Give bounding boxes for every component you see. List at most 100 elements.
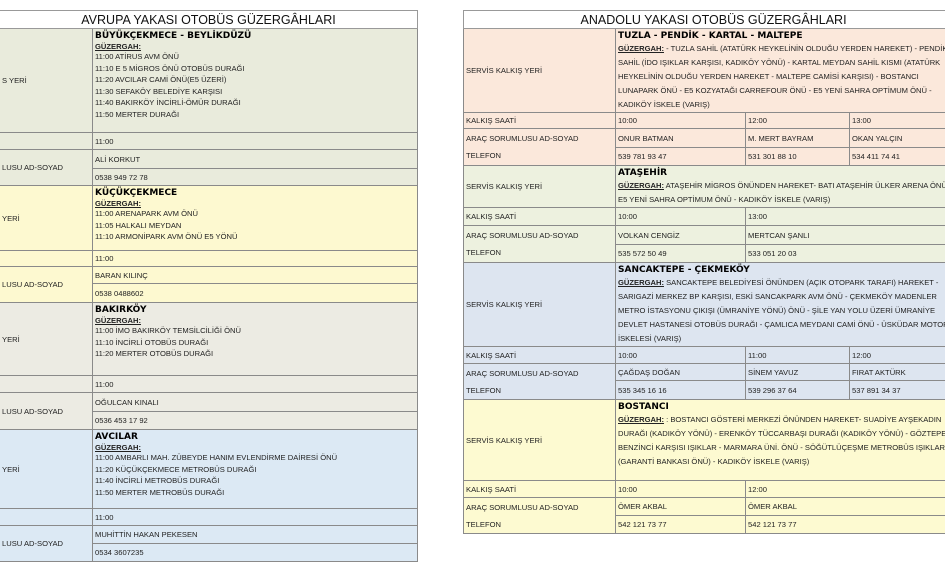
responsible-name-row: LUSU AD-SOYAD BARAN KILINÇ <box>0 266 418 303</box>
departure-time-row: KALKIŞ SAATİ 10:00 12:00 13:00 <box>463 112 945 129</box>
route-stop: 11:20 MERTER OTOBÜS DURAĞI <box>95 349 214 358</box>
departure-time-row: 11:00 <box>0 508 418 526</box>
responsible-label: ARAÇ SORUMLUSU AD-SOYAD TELEFON <box>463 497 616 534</box>
departure-time-label: KALKIŞ SAATİ <box>463 207 616 226</box>
departure-time: 11:00 <box>92 250 418 267</box>
responsible-phone: 0538 0488602 <box>92 283 418 303</box>
responsible-label: ARAÇ SORUMLUSU AD-SOYAD TELEFON <box>463 225 616 263</box>
departure-place-label: SERVİS KALKIŞ YERİ <box>463 399 616 481</box>
responsible-phone: 539 781 93 47 <box>615 147 746 166</box>
responsible-name-row: LUSU AD-SOYAD OĞULCAN KINALI <box>0 392 418 430</box>
route-description: GÜZERGAH: ATAŞEHİR MİGROS ÖNÜNDEN HAREKE… <box>618 179 945 207</box>
responsible-name: MUHİTTİN HAKAN PEKESEN <box>92 525 418 544</box>
route-label: GÜZERGAH: <box>95 316 141 325</box>
departure-place-label: SERVİS KALKIŞ YERİ <box>463 165 616 208</box>
route-description: GÜZERGAH: : BOSTANCI GÖSTERİ MERKEZİ ÖNÜ… <box>618 413 945 469</box>
route-text: SANCAKTEPE BELEDİYESİ ÖNÜNDEN (AÇIK OTOP… <box>618 278 945 343</box>
departure-time: 10:00 <box>615 346 746 364</box>
route-stop: 11:00 AMBARLI MAH. ZÜBEYDE HANIM EVLENDİ… <box>95 453 338 462</box>
responsible-name-label: ARAÇ SORUMLUSU AD-SOYAD <box>466 134 579 143</box>
route-stop: 11:50 MERTER METROBÜS DURAĞI <box>95 487 225 497</box>
responsible-name-row: ARAÇ SORUMLUSU AD-SOYAD TELEFON ONUR BATMA… <box>463 128 945 166</box>
responsible-name: OKAN YALÇIN <box>848 128 945 148</box>
route-row: YERİ KÜÇÜKÇEKMECE GÜZERGAH: 11:00 ARENAPARK… <box>0 185 418 251</box>
responsible-name: VOLKAN CENGİZ <box>615 225 746 245</box>
route-row: S YERİ BÜYÜKÇEKMECE - BEYLİKDÜZÜ GÜZERGAH:… <box>0 28 418 133</box>
responsible-name-row: LUSU AD-SOYAD ALİ KORKUT <box>0 149 418 186</box>
responsible-name: ALİ KORKUT <box>92 149 418 169</box>
route-label: GÜZERGAH: <box>618 181 664 190</box>
route-label: GÜZERGAH: <box>618 278 664 287</box>
responsible-name-label: ARAÇ SORUMLUSU AD-SOYAD <box>466 502 579 512</box>
responsible-name: FIRAT AKTÜRK <box>848 363 945 381</box>
departure-time: 10:00 <box>615 112 746 129</box>
route-row: YERİ BAKIRKÖY GÜZERGAH: 11:00 İMO BAKIRKÖY … <box>0 302 418 376</box>
route-row: SERVİS KALKIŞ YERİ TUZLA - PENDİK - KARTA… <box>463 28 945 113</box>
table-title: AVRUPA YAKASI OTOBÜS GÜZERGÂHLARI <box>0 10 418 29</box>
departure-time: 13:00 <box>744 207 945 226</box>
responsible-name: MERTCAN ŞANLI <box>744 225 945 245</box>
route-stop: 11:30 SEFAKÖY BELEDİYE KARŞISI <box>95 86 223 96</box>
responsible-label: LUSU AD-SOYAD <box>0 525 93 562</box>
route-cell: KÜÇÜKÇEKMECE GÜZERGAH: 11:00 ARENAPARK AVM… <box>92 185 418 251</box>
responsible-phone: 542 121 73 77 <box>615 515 746 534</box>
route-stop: 11:50 MERTER DURAĞI <box>95 109 180 119</box>
phone-label: TELEFON <box>466 519 502 529</box>
responsible-phone-row: 0534 3607235 <box>0 543 418 562</box>
route-cell: BOSTANCI GÜZERGAH: : BOSTANCI GÖSTERİ MER… <box>614 399 945 481</box>
responsible-phone-row: 0538 0488602 <box>0 283 418 303</box>
route-stop: 11:05 HALKALI MEYDAN <box>95 220 182 230</box>
route-name: ATAŞEHİR <box>618 168 668 178</box>
title-row: AVRUPA YAKASI OTOBÜS GÜZERGÂHLARI <box>0 10 418 29</box>
responsible-name: ÖMER AKBAL <box>744 497 945 516</box>
responsible-name-row: LUSU AD-SOYAD MUHİTTİN HAKAN PEKESEN <box>0 525 418 562</box>
route-label: GÜZERGAH: <box>95 199 141 208</box>
responsible-phone: 535 345 16 16 <box>615 380 746 400</box>
route-cell: AVCILAR GÜZERGAH: 11:00 AMBARLI MAH. ZÜBEY… <box>92 429 418 509</box>
departure-place-label: YERİ <box>0 185 93 251</box>
route-stop: 11:00 ARENAPARK AVM ÖNÜ <box>95 209 198 218</box>
route-name: SANCAKTEPE - ÇEKMEKÖY <box>618 265 750 275</box>
route-text: ATAŞEHİR MİGROS ÖNÜNDEN HAREKET- BATI AT… <box>618 181 945 204</box>
departure-time-label <box>0 375 93 393</box>
departure-place-label: S YERİ <box>0 28 93 133</box>
departure-time: 10:00 <box>615 480 746 498</box>
phone-label: TELEFON <box>466 385 502 395</box>
responsible-name: ÖMER AKBAL <box>615 497 746 516</box>
responsible-name-label: ARAÇ SORUMLUSU AD-SOYAD <box>466 231 579 240</box>
route-description: GÜZERGAH: SANCAKTEPE BELEDİYESİ ÖNÜNDEN … <box>618 276 945 346</box>
departure-time-label: KALKIŞ SAATİ <box>463 112 616 129</box>
responsible-phone: 537 891 34 37 <box>848 380 945 400</box>
departure-time: 12:00 <box>848 346 945 364</box>
route-cell: BÜYÜKÇEKMECE - BEYLİKDÜZÜ GÜZERGAH: 11:00 … <box>92 28 418 133</box>
phone-label: TELEFON <box>466 151 502 160</box>
departure-time: 10:00 <box>615 207 746 226</box>
responsible-label: LUSU AD-SOYAD <box>0 392 93 430</box>
departure-time: 12:00 <box>745 112 850 129</box>
departure-time-row: KALKIŞ SAATİ 10:00 11:00 12:00 <box>463 346 945 364</box>
responsible-phone: 0538 949 72 78 <box>92 168 418 186</box>
route-stop: 11:10 ARMONİPARK AVM ÖNÜ E5 YÖNÜ <box>95 232 238 241</box>
route-stop: 11:00 ATİRUS AVM ÖNÜ <box>95 52 179 61</box>
responsible-phone: 0536 453 17 92 <box>92 411 418 430</box>
phone-label: TELEFON <box>466 248 502 257</box>
route-name: AVCILAR <box>95 432 138 442</box>
route-label: GÜZERGAH: <box>618 44 664 53</box>
route-name: BOSTANCI <box>618 402 669 412</box>
route-label: GÜZERGAH: <box>95 443 141 452</box>
responsible-phone: 533 051 20 03 <box>744 244 945 263</box>
route-row: SERVİS KALKIŞ YERİ SANCAKTEPE - ÇEKMEKÖY G… <box>463 262 945 347</box>
route-cell: SANCAKTEPE - ÇEKMEKÖY GÜZERGAH: SANCAKTEP… <box>614 262 945 347</box>
route-text: : BOSTANCI GÖSTERİ MERKEZİ ÖNÜNDEN HAREK… <box>618 415 945 466</box>
route-stop: 11:10 E 5 MİGROS ÖNÜ OTOBÜS DURAĞI <box>95 63 245 73</box>
departure-time: 11:00 <box>92 132 418 150</box>
route-row: SERVİS KALKIŞ YERİ ATAŞEHİR GÜZERGAH: ATAŞ… <box>463 165 945 208</box>
departure-time: 13:00 <box>848 112 945 129</box>
route-name: BÜYÜKÇEKMECE - BEYLİKDÜZÜ <box>95 31 252 41</box>
route-cell: TUZLA - PENDİK - KARTAL - MALTEPE GÜZERGA… <box>614 28 945 113</box>
route-cell: ATAŞEHİR GÜZERGAH: ATAŞEHİR MİGROS ÖNÜNDE… <box>614 165 945 208</box>
route-cell: BAKIRKÖY GÜZERGAH: 11:00 İMO BAKIRKÖY TEMS… <box>92 302 418 376</box>
responsible-name: OĞULCAN KINALI <box>92 392 418 412</box>
departure-time-label <box>0 250 93 267</box>
responsible-name-label: ARAÇ SORUMLUSU AD-SOYAD <box>466 368 579 378</box>
